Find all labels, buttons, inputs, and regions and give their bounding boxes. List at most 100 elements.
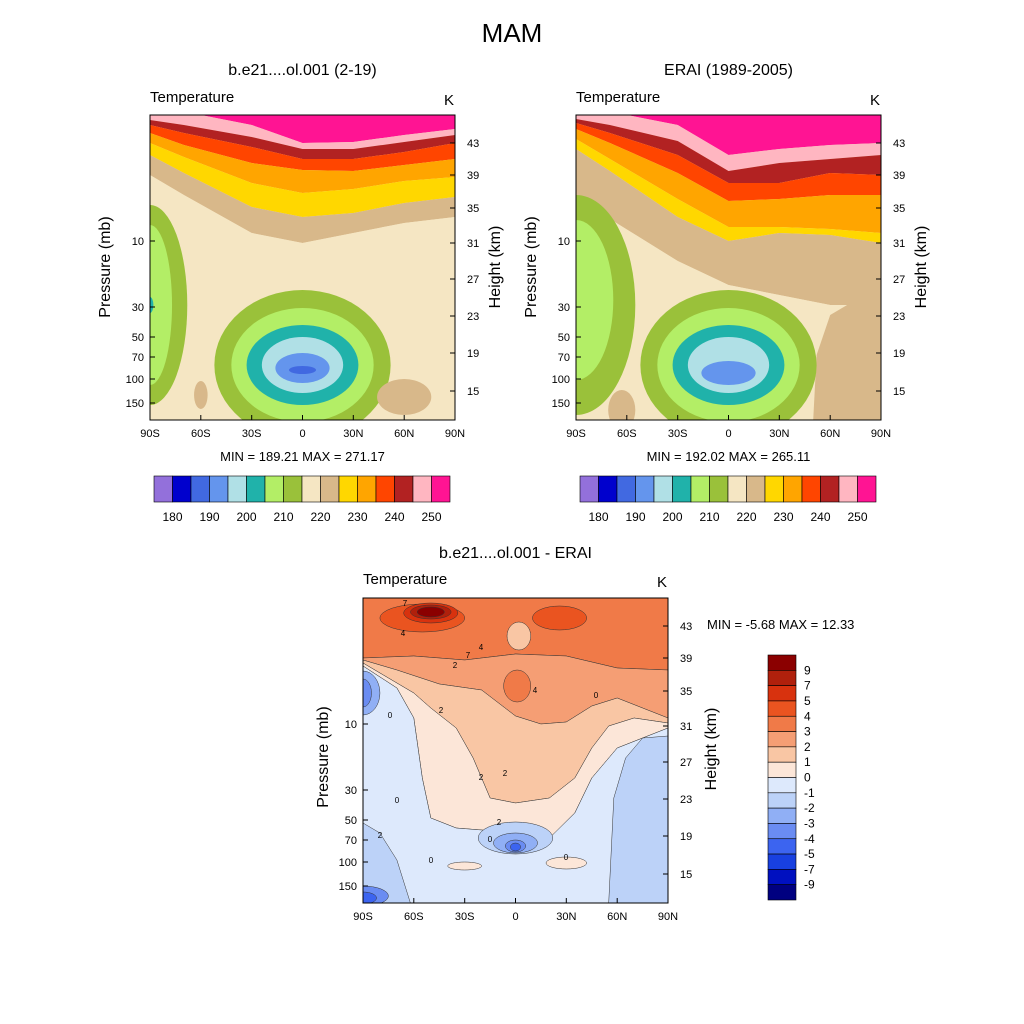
contour-line-label: 4 xyxy=(479,643,484,652)
colorbar-swatch xyxy=(767,838,797,855)
colorbar-label: 250 xyxy=(847,510,867,524)
y2-tick-label: 31 xyxy=(680,721,692,733)
panel3-min-max: MIN = -5.68 MAX = 12.33 xyxy=(707,617,855,632)
colorbar-label: 220 xyxy=(736,510,756,524)
colorbar-label: 0 xyxy=(804,771,811,785)
y-tick-label: 100 xyxy=(339,857,357,869)
colorbar-swatch xyxy=(412,475,432,503)
contour-line-label: 0 xyxy=(564,853,569,862)
colorbar-swatch xyxy=(209,475,229,503)
y-tick-label: 70 xyxy=(345,835,357,847)
colorbar-swatch xyxy=(672,475,692,503)
colorbar-label: 210 xyxy=(273,510,293,524)
panel2-y-axis-title: Pressure (mb) xyxy=(523,216,540,318)
y2-tick-label: 35 xyxy=(893,203,905,215)
panel3-units-label: K xyxy=(657,574,668,591)
contour-line-label: 2 xyxy=(378,831,383,840)
colorbar-swatch xyxy=(394,475,414,503)
colorbar-swatch xyxy=(635,475,655,503)
colorbar-swatch xyxy=(767,685,797,702)
x-tick-label: 30S xyxy=(242,428,262,440)
x-tick-label: 0 xyxy=(299,428,305,440)
y-tick-label: 150 xyxy=(126,398,144,410)
contour-band xyxy=(150,125,455,171)
panel1-variable-label: Temperature xyxy=(150,89,235,106)
x-tick-label: 30S xyxy=(668,428,688,440)
colorbar-swatch xyxy=(338,475,358,503)
contour-line-label: 2 xyxy=(503,769,508,778)
y-tick-label: 10 xyxy=(132,236,144,248)
colorbar-swatch xyxy=(767,792,797,809)
y-tick-label: 100 xyxy=(552,374,570,386)
contour-region xyxy=(510,842,521,852)
colorbar-swatch xyxy=(246,475,266,503)
colorbar-swatch xyxy=(820,475,840,503)
y-tick-label: 100 xyxy=(126,374,144,386)
colorbar-swatch xyxy=(579,475,599,503)
contour-region xyxy=(363,678,372,708)
contour-region xyxy=(150,225,173,385)
colorbar-swatch xyxy=(767,823,797,840)
y2-tick-label: 39 xyxy=(893,170,905,182)
x-tick-label: 30N xyxy=(769,428,789,440)
contour-band xyxy=(608,735,668,903)
y-tick-label: 10 xyxy=(345,719,357,731)
contour-band xyxy=(576,129,881,233)
contour-line-label: 7 xyxy=(466,651,471,660)
colorbar-label: 2 xyxy=(804,740,811,754)
y-tick-label: 30 xyxy=(558,302,570,314)
panel3-y2-axis-title: Height (km) xyxy=(703,707,720,791)
colorbar-swatch xyxy=(767,654,797,671)
y2-tick-label: 19 xyxy=(893,348,905,360)
y2-tick-label: 31 xyxy=(893,238,905,250)
colorbar-swatch xyxy=(767,884,797,901)
contour-band xyxy=(576,123,881,201)
colorbar-label: -7 xyxy=(804,862,815,876)
x-tick-label: 90N xyxy=(658,911,678,923)
contour-region xyxy=(447,861,482,871)
x-tick-label: 0 xyxy=(512,911,518,923)
contour-region xyxy=(363,891,377,903)
colorbar-label: 200 xyxy=(662,510,682,524)
y-tick-label: 50 xyxy=(345,815,357,827)
y2-tick-label: 43 xyxy=(467,138,479,150)
colorbar-swatch xyxy=(767,731,797,748)
colorbar-label: -2 xyxy=(804,801,815,815)
colorbar-label: 240 xyxy=(384,510,404,524)
panel2-title: ERAI (1989-2005) xyxy=(664,62,793,79)
colorbar-swatch xyxy=(767,761,797,778)
colorbar-label: 180 xyxy=(162,510,182,524)
y2-tick-label: 27 xyxy=(893,274,905,286)
y2-tick-label: 27 xyxy=(467,274,479,286)
panel2-min-max: MIN = 192.02 MAX = 265.11 xyxy=(646,449,811,464)
contour-band xyxy=(576,139,881,243)
y-tick-label: 30 xyxy=(345,785,357,797)
contour-region xyxy=(288,366,317,374)
colorbar-label: 7 xyxy=(804,679,811,693)
colorbar-swatch xyxy=(264,475,284,503)
y2-tick-label: 43 xyxy=(680,621,692,633)
panel3-colorbar: 9 754 321 0-1-2-3 -4-5-7 -9 xyxy=(767,654,815,901)
contour-band xyxy=(150,115,455,143)
contour-band xyxy=(576,115,881,155)
colorbar-swatch xyxy=(767,869,797,885)
contour-line-label: 0 xyxy=(488,835,493,844)
contour-region xyxy=(545,856,587,870)
contour-region xyxy=(532,605,587,631)
y-tick-label: 30 xyxy=(132,302,144,314)
colorbar-label: 200 xyxy=(236,510,256,524)
contour-region xyxy=(416,606,445,618)
y2-tick-label: 15 xyxy=(680,869,692,881)
contour-band xyxy=(150,133,455,193)
y2-tick-label: 39 xyxy=(467,170,479,182)
colorbar-label: -1 xyxy=(804,786,815,800)
panel3-contour-plot: 90S 60S 30S 0 30N 60N 90N103050701001504339353… xyxy=(339,597,692,923)
contour-band xyxy=(363,822,411,903)
y2-tick-label: 43 xyxy=(893,138,905,150)
colorbar-label: 210 xyxy=(699,510,719,524)
x-tick-label: 60S xyxy=(404,911,424,923)
colorbar-label: -5 xyxy=(804,847,815,861)
contour-band xyxy=(576,119,881,183)
contour-band xyxy=(150,155,455,243)
colorbar-swatch xyxy=(357,475,377,503)
